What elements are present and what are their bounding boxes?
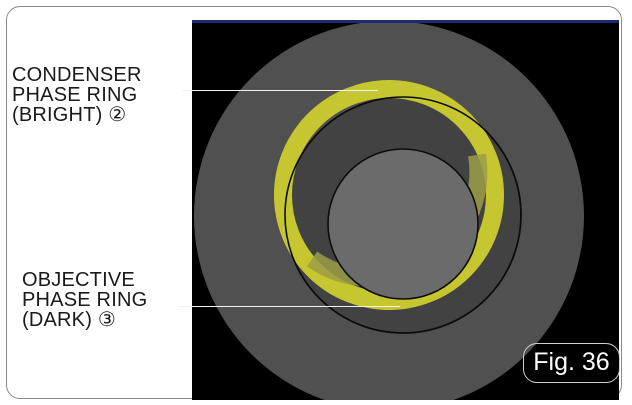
condenser-label-line-3: (BRIGHT) ② — [12, 104, 127, 126]
objective-label-line-2: PHASE RING — [22, 289, 148, 311]
objective-phase-ring-label: OBJECTIVE PHASE RING (DARK) ③ — [22, 270, 147, 330]
condenser-label-line-1: CONDENSER — [12, 64, 142, 86]
condenser-phase-ring-label: CONDENSER PHASE RING (BRIGHT) ② — [12, 65, 142, 125]
figure-number-badge: Fig. 36 — [523, 343, 620, 383]
condenser-phase-ring — [274, 80, 504, 310]
condenser-leader-line — [182, 90, 378, 92]
phase-ring-view — [192, 20, 619, 400]
objective-leader-line — [178, 306, 400, 308]
objective-label-line-1: OBJECTIVE — [22, 269, 135, 291]
condenser-label-line-2: PHASE RING — [12, 84, 138, 106]
objective-label-line-3: (DARK) ③ — [22, 309, 116, 331]
phase-ring-diagram — [194, 23, 584, 400]
center-spot — [327, 148, 479, 300]
objective-ring-outline — [284, 96, 522, 334]
